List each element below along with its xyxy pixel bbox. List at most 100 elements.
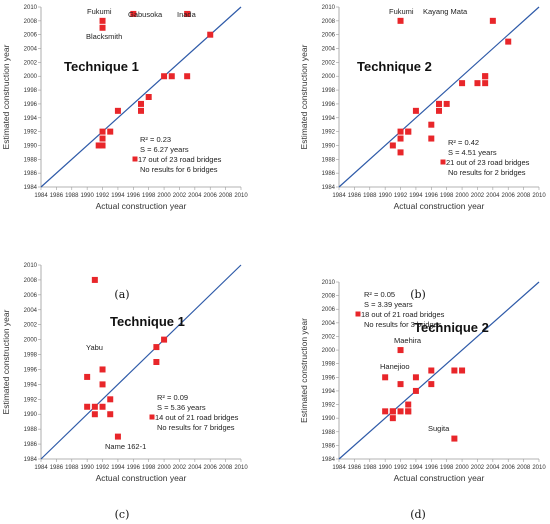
- y-tick-label: 1984: [24, 185, 38, 191]
- x-tick-label: 2008: [219, 193, 233, 199]
- data-point: [145, 94, 152, 100]
- x-tick-label: 1996: [425, 193, 439, 199]
- data-point: [99, 381, 106, 388]
- x-tick-label: 1994: [111, 465, 125, 471]
- y-tick-label: 1992: [24, 130, 38, 136]
- point-annotation: Name 162-1: [105, 442, 146, 451]
- y-tick-label: 2000: [322, 74, 336, 80]
- stat-line: S = 4.51 years: [448, 148, 497, 157]
- x-tick-label: 1994: [409, 193, 423, 199]
- y-tick-label: 1992: [322, 403, 336, 409]
- data-point: [161, 336, 168, 343]
- y-tick-label: 2000: [24, 74, 38, 80]
- y-tick-label: 1990: [24, 143, 38, 149]
- y-tick-label: 2006: [322, 307, 336, 313]
- stat-line: No results for 6 bridges: [140, 165, 218, 174]
- data-point: [99, 366, 106, 373]
- scatter-panel-4: 1984 1986 1988 1990 1992 1994 1996 1998 2000 2002…: [299, 280, 546, 521]
- x-tick-label: 2002: [471, 465, 485, 471]
- y-tick-label: 1990: [24, 412, 38, 418]
- x-tick-label: 1996: [425, 465, 439, 471]
- y-tick-label: 1984: [322, 457, 336, 463]
- y-tick-label: 1992: [24, 397, 38, 403]
- panel-caption: (b): [410, 288, 426, 301]
- x-tick-label: 2006: [502, 465, 516, 471]
- y-tick-label: 1986: [322, 443, 336, 449]
- x-tick-label: 1984: [34, 465, 48, 471]
- data-point: [412, 387, 419, 394]
- y-axis-label: Estimated construction year: [299, 44, 309, 149]
- data-point: [397, 128, 404, 135]
- panel-title: Technique 1: [110, 314, 185, 329]
- x-tick-label: 1986: [348, 465, 362, 471]
- x-tick-label: 1992: [394, 465, 408, 471]
- data-point: [114, 433, 121, 440]
- y-tick-label: 1996: [24, 102, 38, 108]
- data-point: [451, 367, 458, 374]
- point-annotation: Inada: [177, 10, 197, 19]
- stat-line: 18 out of 21 road bridges: [361, 310, 445, 319]
- x-tick-label: 1986: [348, 193, 362, 199]
- scatter-panel-3: 1984 1986 1988 1990 1992 1994 1996 1998 2000 2002…: [1, 263, 248, 521]
- panel-caption: (c): [115, 508, 130, 521]
- y-tick-label: 2010: [322, 280, 336, 286]
- data-point: [428, 135, 435, 142]
- y-tick-label: 2000: [322, 348, 336, 354]
- point-annotation: Fukumi: [87, 7, 112, 16]
- y-tick-label: 1990: [322, 143, 336, 149]
- data-point: [99, 403, 106, 410]
- x-tick-label: 1984: [332, 465, 346, 471]
- data-point: [382, 408, 389, 415]
- data-point: [153, 359, 160, 365]
- x-tick-label: 1990: [80, 465, 94, 471]
- x-tick-label: 2008: [219, 465, 233, 471]
- y-tick-label: 1994: [24, 116, 38, 122]
- x-tick-label: 2000: [455, 465, 469, 471]
- data-point: [397, 347, 404, 354]
- point-annotation: Fukumi: [389, 7, 414, 16]
- x-axis-label: Actual construction year: [96, 473, 187, 483]
- scatter-panel-1: 1984 1986 1988 1990 1992 1994 1996 1998 2000 2002…: [1, 5, 248, 301]
- x-tick-label: 1988: [363, 465, 377, 471]
- y-axis-label: Estimated construction year: [1, 44, 11, 149]
- y-tick-label: 2002: [322, 60, 336, 66]
- x-tick-label: 1992: [394, 193, 408, 199]
- data-point: [428, 367, 435, 374]
- data-point: [397, 149, 404, 156]
- x-tick-label: 2002: [471, 193, 485, 199]
- y-tick-label: 1986: [322, 171, 336, 177]
- y-tick-label: 1990: [322, 416, 336, 422]
- x-tick-label: 2006: [204, 465, 218, 471]
- stat-line: No results for 3 bridges: [364, 320, 442, 329]
- x-tick-label: 2010: [234, 465, 248, 471]
- x-axis-label: Actual construction year: [394, 201, 485, 211]
- y-tick-label: 1994: [322, 116, 336, 122]
- data-point: [397, 381, 404, 388]
- y-tick-label: 2006: [322, 33, 336, 39]
- reference-line: [338, 281, 540, 460]
- y-tick-label: 2010: [24, 5, 38, 11]
- data-point: [99, 24, 106, 31]
- y-tick-label: 2006: [24, 293, 38, 299]
- x-tick-label: 1998: [142, 465, 156, 471]
- y-tick-label: 2006: [24, 33, 38, 39]
- y-tick-label: 2004: [24, 47, 38, 53]
- data-point: [107, 128, 114, 135]
- stat-line: S = 3.39 years: [364, 300, 413, 309]
- y-tick-label: 2008: [322, 294, 336, 300]
- x-tick-label: 1998: [440, 465, 454, 471]
- y-tick-label: 1996: [322, 102, 336, 108]
- x-tick-label: 1998: [440, 193, 454, 199]
- point-annotation: Gabusoka: [128, 10, 163, 19]
- y-tick-label: 1998: [24, 88, 38, 94]
- y-tick-label: 1984: [24, 457, 38, 463]
- data-point: [84, 403, 91, 410]
- y-tick-label: 1988: [24, 427, 38, 433]
- data-point: [84, 373, 91, 380]
- data-point: [389, 408, 396, 415]
- stat-line: R² = 0.42: [448, 138, 479, 147]
- stat-line: No results for 2 bridges: [448, 168, 526, 177]
- x-tick-label: 1992: [96, 193, 110, 199]
- x-tick-label: 1988: [363, 193, 377, 199]
- data-point: [99, 17, 106, 24]
